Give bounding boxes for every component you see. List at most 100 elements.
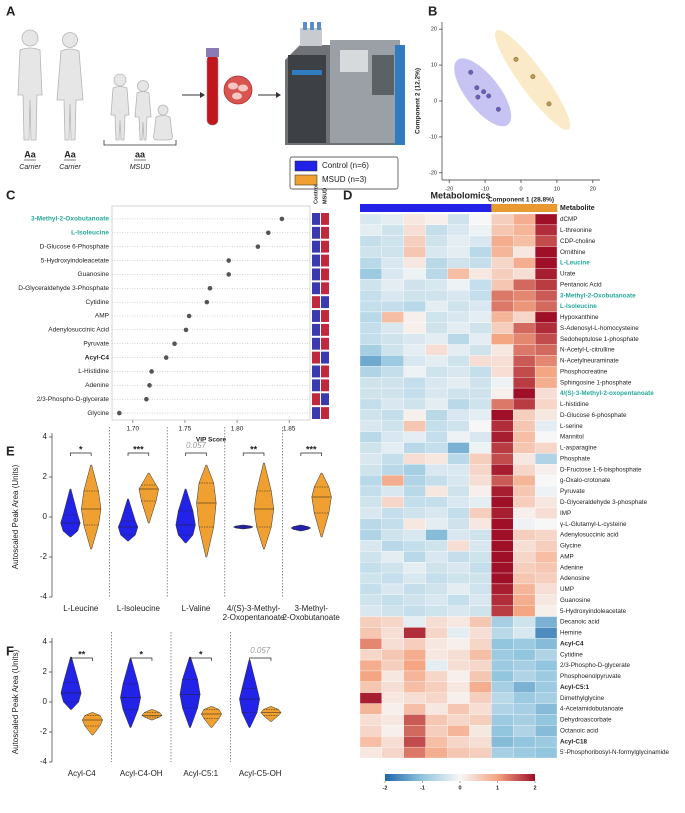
heat-cell	[425, 387, 448, 400]
heat-cell	[469, 736, 492, 748]
heat-cell	[491, 300, 514, 313]
x-tick-label: 10	[554, 186, 560, 192]
heat-cell	[359, 213, 383, 226]
group-strip	[321, 310, 329, 322]
panel-letter: F	[6, 643, 14, 658]
group-strip	[321, 282, 329, 295]
cell	[232, 92, 242, 100]
heat-cell	[403, 464, 426, 476]
heat-cell	[491, 736, 514, 748]
heat-cell	[359, 431, 383, 443]
heat-cell	[447, 496, 470, 508]
heat-cell	[513, 485, 536, 498]
heat-cell	[469, 507, 492, 519]
dot	[183, 327, 189, 333]
heat-cell	[381, 311, 404, 323]
heat-cell	[381, 605, 404, 617]
row-label: Ornithine	[560, 249, 586, 256]
heat-cell	[469, 279, 492, 291]
heat-cell	[469, 746, 492, 759]
heat-cell	[447, 474, 470, 487]
heat-cell	[381, 518, 404, 530]
heat-cell	[513, 377, 536, 389]
heat-cell	[534, 540, 558, 552]
group-bar	[403, 204, 426, 212]
heat-cell	[534, 681, 558, 693]
group-strip	[321, 296, 329, 309]
heat-cell	[359, 572, 383, 585]
heat-cell	[491, 627, 514, 639]
dot	[255, 244, 261, 249]
y-tick-label: -2	[40, 727, 48, 736]
heat-cell	[381, 474, 404, 487]
x-tick-label: 1.85	[283, 426, 296, 433]
heat-cell	[469, 453, 492, 465]
group-strip	[312, 393, 320, 406]
panel-letter: C	[6, 187, 16, 202]
x-tick-label: Acyl-C4-OH	[120, 769, 163, 778]
heat-cell	[469, 474, 492, 487]
heat-cell	[469, 322, 492, 334]
heat-cell	[425, 540, 448, 552]
x-tick-label: L-Isoleucine	[117, 604, 161, 613]
heat-cell	[381, 638, 404, 650]
heat-cell	[513, 681, 536, 693]
panel-letter: E	[6, 443, 15, 458]
x-tick-label: -20	[445, 186, 453, 192]
row-label: L-Leucine	[560, 260, 590, 267]
significance-bracket	[185, 452, 207, 456]
colorbar-label: -2	[383, 785, 388, 791]
heat-cell	[534, 562, 558, 574]
violin	[239, 659, 260, 728]
heat-cell	[425, 659, 448, 672]
legend-swatch	[294, 174, 318, 186]
heat-cell	[534, 366, 558, 378]
heat-cell	[513, 551, 536, 563]
heat-cell	[381, 692, 404, 704]
heat-cell	[447, 322, 470, 334]
heat-cell	[359, 605, 383, 617]
heat-cell	[534, 453, 558, 465]
heat-cell	[513, 464, 536, 476]
row-label: Sedoheptulose 1-phosphate	[560, 336, 639, 343]
heat-cell	[491, 453, 514, 465]
heat-cell	[381, 703, 404, 715]
heat-cell	[534, 746, 558, 759]
heat-cell	[534, 257, 558, 269]
category-label: L-Isoleucine	[71, 230, 109, 237]
heat-cell	[534, 659, 558, 672]
heat-cell	[447, 572, 470, 585]
heat-cell	[403, 453, 426, 465]
heat-cell	[403, 736, 426, 748]
heat-cell	[534, 290, 558, 302]
heat-cell	[381, 507, 404, 519]
heat-cell	[447, 518, 470, 530]
category-label: D-Glucose 6-Phosphate	[40, 243, 110, 250]
significance-bracket	[70, 657, 93, 661]
heat-cell	[513, 583, 536, 595]
row-label: 5'-Phosphoribosyl-N-formylglycinamide	[560, 749, 669, 756]
heat-cell	[534, 485, 558, 498]
illustration: A	[6, 3, 405, 146]
y-tick-label: -2	[40, 552, 48, 561]
group-strip	[312, 337, 320, 350]
heat-cell	[513, 703, 536, 715]
row-label: L-serine	[560, 423, 583, 430]
heat-cell	[469, 300, 492, 313]
row-label: Acyl-C5:1	[560, 684, 590, 691]
heat-cell	[425, 420, 448, 432]
row-label: L-Isoleucine	[560, 303, 597, 310]
heat-cell	[513, 453, 536, 465]
significance-bracket	[70, 452, 92, 456]
group-bar	[360, 204, 383, 212]
heat-cell	[425, 616, 448, 628]
heat-cell	[403, 235, 426, 247]
heat-cell	[447, 355, 470, 367]
heat-cell	[425, 507, 448, 519]
heat-cell	[403, 496, 426, 508]
heat-cell	[513, 387, 536, 400]
heat-cell	[513, 257, 536, 269]
heat-cell	[491, 605, 514, 617]
group-strip	[321, 393, 329, 406]
category-label: Pyruvate	[83, 340, 109, 347]
